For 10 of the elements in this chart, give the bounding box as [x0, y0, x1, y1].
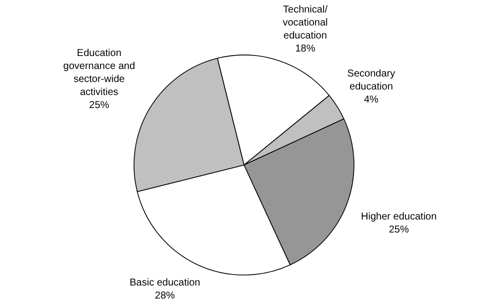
slice-label: Education governance and sector-wide activities — [63, 48, 136, 98]
data-label: 4% — [364, 94, 379, 106]
data-label: 25% — [388, 224, 409, 236]
data-label: 28% — [154, 290, 176, 302]
slice-label: Technical/ vocational education — [282, 4, 328, 42]
slice-label: Secondary education — [347, 68, 396, 93]
data-label: 18% — [295, 44, 316, 54]
slice-label: Higher education — [361, 211, 437, 222]
data-label: 25% — [89, 100, 110, 111]
slice-label: Basic education — [130, 278, 200, 288]
